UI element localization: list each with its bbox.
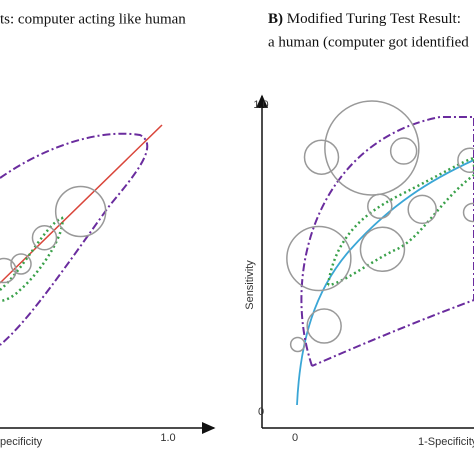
x-axis-label: pecificity	[0, 436, 43, 448]
x-tick-label: 0	[292, 432, 298, 444]
bubble	[289, 336, 306, 353]
outer-contour	[300, 116, 474, 367]
bubble	[359, 226, 406, 273]
title-text: Modified Turing Test Result:	[283, 11, 461, 27]
y-tick-label: 1.0	[253, 99, 268, 111]
bubble	[389, 137, 418, 165]
bubble	[306, 308, 342, 344]
bubble	[303, 139, 340, 175]
bubble	[0, 257, 17, 284]
diagonal-line	[0, 124, 163, 284]
x-axis-label: 1-Specificity	[418, 436, 474, 448]
bubble	[324, 100, 420, 196]
panel-letter: B)	[268, 11, 283, 27]
bubble	[31, 225, 58, 251]
bubble	[286, 225, 352, 292]
chart-title: B) Modified Turing Test Result:	[268, 11, 461, 27]
bubble	[367, 193, 393, 220]
y-tick-label: 0	[258, 406, 264, 418]
outer-contour	[0, 132, 149, 346]
x-tick-label: 1.0	[160, 432, 175, 444]
roc-curve	[296, 159, 474, 406]
chart-subtitle: a human (computer got identified	[268, 34, 469, 50]
bubble	[457, 147, 474, 174]
bubble	[10, 253, 32, 275]
chart-title: ts: computer acting like human	[0, 11, 186, 27]
bubble	[407, 194, 437, 225]
y-axis-label: Sensitivity	[244, 260, 256, 310]
bubble	[54, 185, 107, 238]
bubble	[462, 202, 474, 223]
